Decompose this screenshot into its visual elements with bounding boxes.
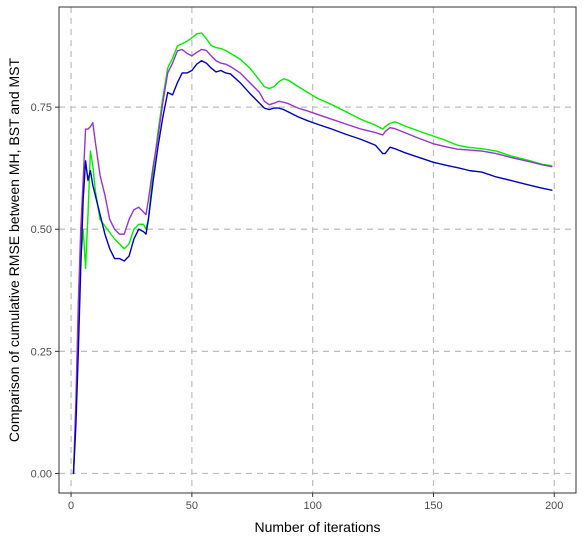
series-line-1 bbox=[72, 32, 553, 475]
series-line-3 bbox=[72, 60, 553, 475]
x-tick-label: 0 bbox=[68, 500, 74, 512]
x-tick-label: 150 bbox=[424, 500, 442, 512]
x-tick-label: 100 bbox=[303, 500, 321, 512]
y-axis-title: Comparison of cumulative RMSE between MH… bbox=[6, 58, 22, 443]
y-tick-label: 0.75 bbox=[31, 102, 52, 114]
y-tick-label: 0.25 bbox=[31, 346, 52, 358]
grid-lines bbox=[59, 7, 576, 493]
plot-panel-frame bbox=[58, 6, 577, 494]
x-axis-title: Number of iterations bbox=[254, 519, 380, 535]
y-tick-label: 0.50 bbox=[31, 224, 52, 236]
x-tick-label: 200 bbox=[545, 500, 563, 512]
series-line-2 bbox=[72, 48, 553, 475]
y-tick-label: 0.00 bbox=[31, 468, 52, 480]
axis-ticks: 0 50 100 150 200 0.00 0.25 0.50 0.75 bbox=[31, 102, 564, 512]
x-tick-label: 50 bbox=[186, 500, 198, 512]
series-lines bbox=[72, 32, 553, 475]
